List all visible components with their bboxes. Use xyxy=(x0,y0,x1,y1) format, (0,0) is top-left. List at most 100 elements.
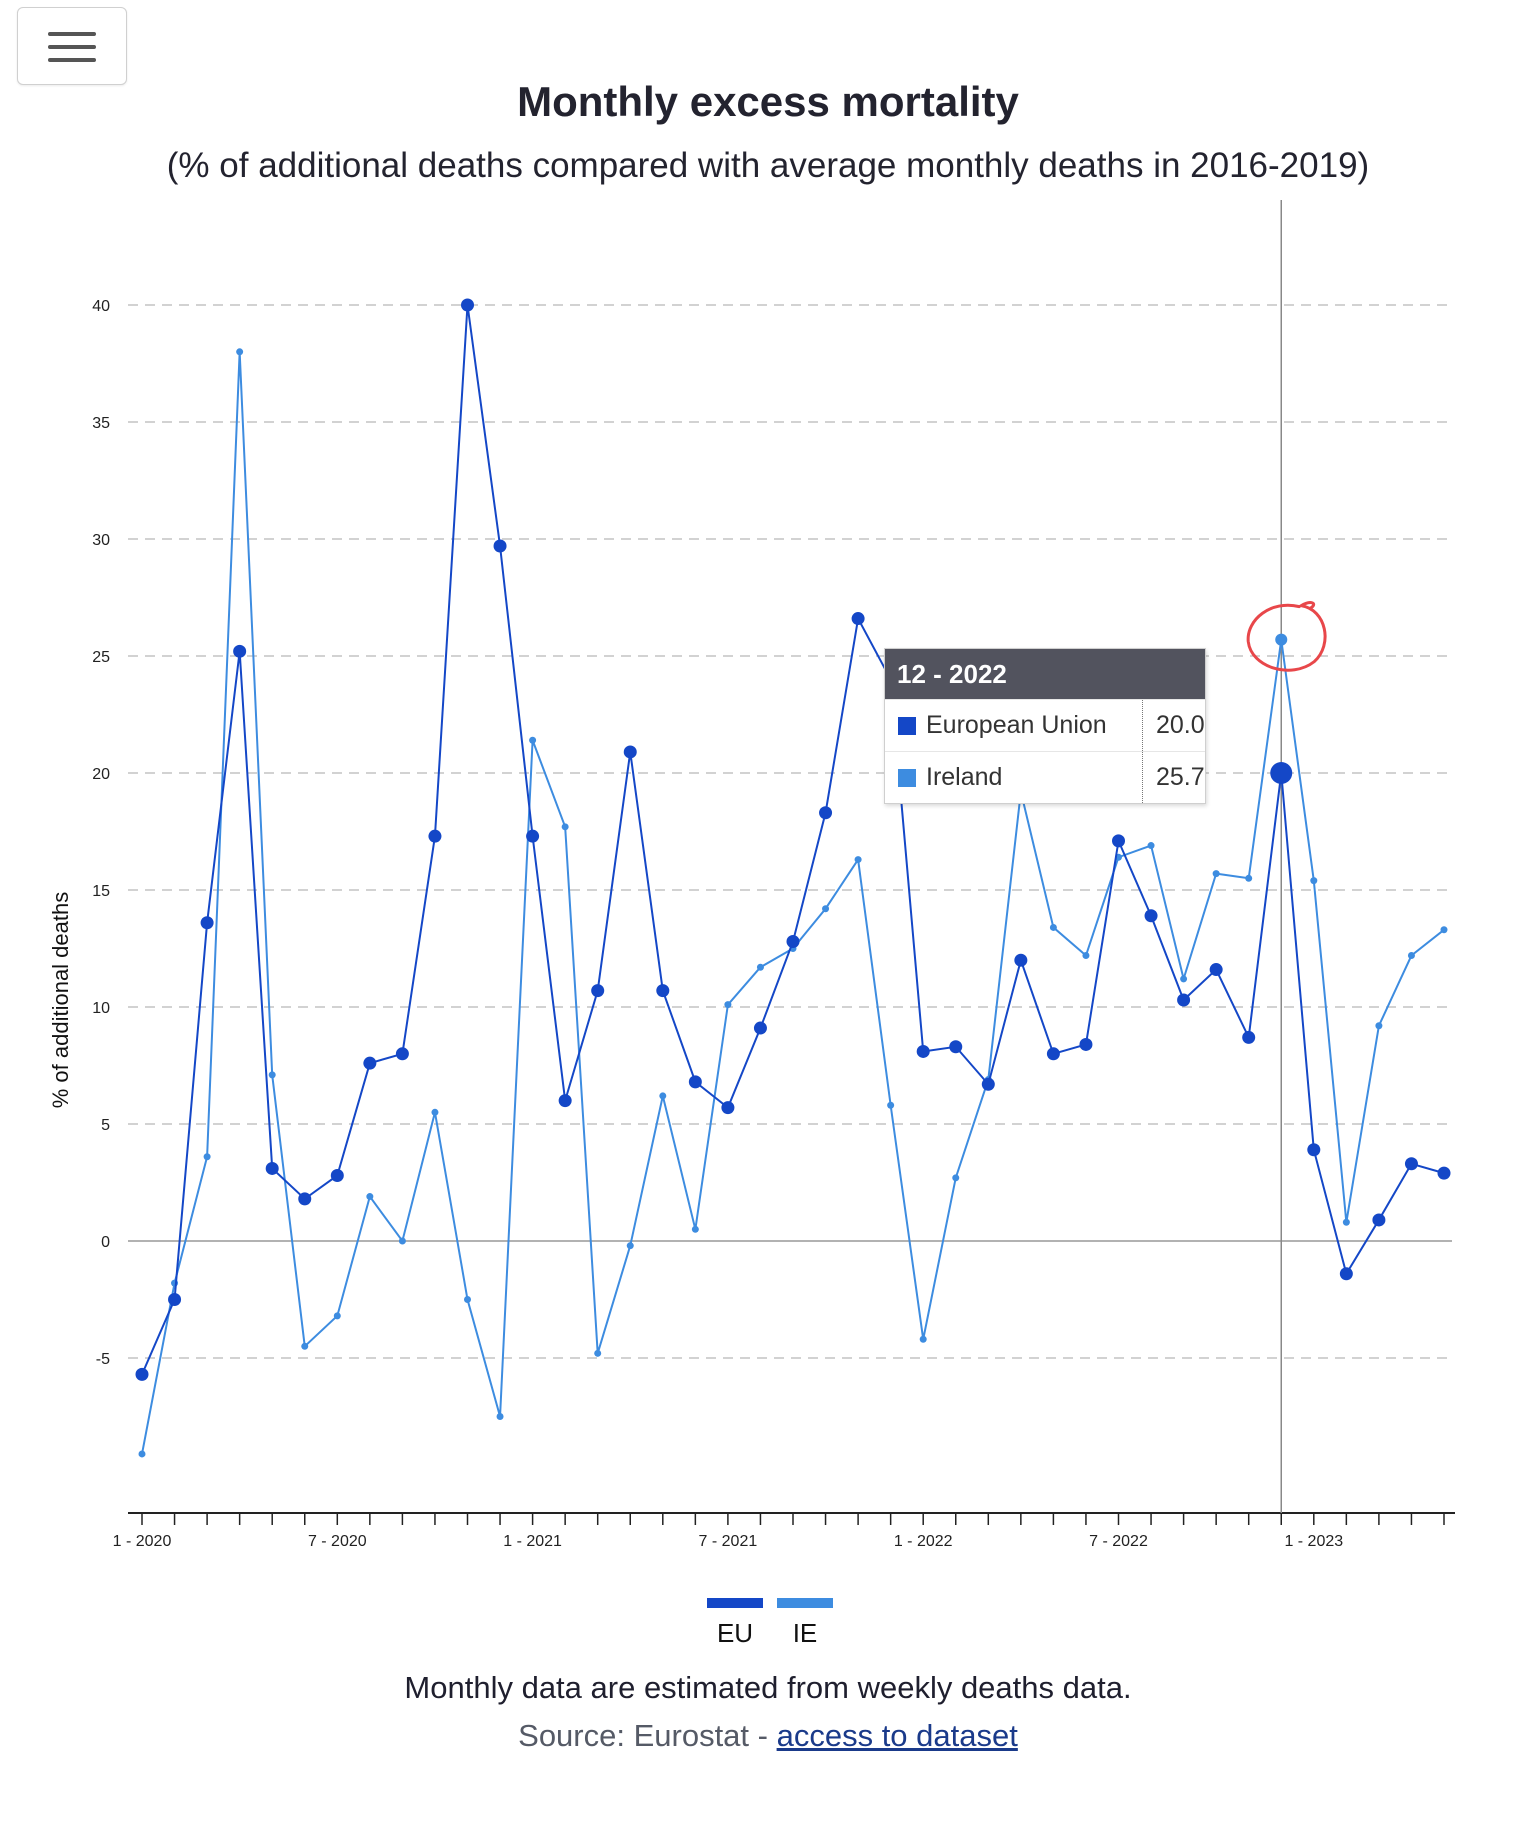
chart-grid xyxy=(128,304,1452,1359)
data-point-ie xyxy=(1180,975,1188,983)
data-point-eu xyxy=(1404,1157,1418,1171)
data-point-ie xyxy=(756,963,764,971)
data-point-eu xyxy=(1177,993,1191,1007)
legend-item-eu[interactable]: EU xyxy=(705,1598,765,1649)
y-tick-label: 30 xyxy=(92,532,110,549)
data-point-eu xyxy=(363,1056,377,1070)
data-point-eu xyxy=(461,298,474,312)
tooltip-name-eu: European Union xyxy=(926,700,1143,751)
legend-item-ie[interactable]: IE xyxy=(775,1598,835,1649)
data-point-eu xyxy=(526,829,540,843)
legend-swatch-eu xyxy=(707,1598,763,1608)
chart-title: Monthly excess mortality xyxy=(517,78,1019,125)
data-point-eu xyxy=(1209,963,1223,977)
x-tick-label: 1 - 2023 xyxy=(1284,1533,1343,1550)
x-axis: 1 - 2020 7 - 2020 1 - 2021 7 - 2021 1 - 2022… xyxy=(113,1512,1455,1550)
data-point-ie xyxy=(854,856,862,864)
data-point-ie xyxy=(561,823,569,831)
y-tick-label: 5 xyxy=(101,1117,110,1134)
x-tick-label: 1 - 2021 xyxy=(503,1533,562,1550)
y-tick-label: 35 xyxy=(92,415,110,432)
hamburger-menu-button[interactable] xyxy=(17,7,127,85)
data-point-ie xyxy=(431,1108,439,1116)
y-tick-label: 0 xyxy=(101,1234,110,1251)
data-point-eu xyxy=(1046,1047,1060,1061)
y-tick-label: 20 xyxy=(92,766,110,783)
tooltip-value-eu: 20.0 xyxy=(1156,711,1205,739)
data-point-eu xyxy=(1372,1213,1386,1227)
data-point-ie xyxy=(268,1071,276,1079)
data-point-eu xyxy=(981,1077,995,1091)
data-point-ie xyxy=(626,1242,634,1250)
y-tick-label: 15 xyxy=(92,883,110,900)
data-point-ie xyxy=(236,348,244,356)
chart-tooltip: 12 - 2022 European Union 20.0 Ireland 25… xyxy=(884,648,1206,804)
data-point-ie xyxy=(1440,926,1448,934)
data-point-ie xyxy=(203,1153,211,1161)
data-point-ie xyxy=(1147,842,1155,850)
data-point-eu xyxy=(721,1101,735,1115)
data-point-ie xyxy=(1310,877,1318,885)
data-point-ie xyxy=(1082,952,1090,960)
data-point-eu xyxy=(753,1021,767,1035)
data-point-ie xyxy=(333,1312,341,1320)
y-tick-label: 40 xyxy=(92,298,110,315)
series-line-eu xyxy=(141,304,1445,1375)
tooltip-row-eu: European Union 20.0 xyxy=(885,699,1205,751)
data-point-ie xyxy=(464,1296,471,1303)
data-point-eu xyxy=(1144,909,1158,923)
chart-subtitle: (% of additional deaths compared with av… xyxy=(166,146,1370,185)
data-point-ie xyxy=(1275,633,1288,646)
x-tick-label: 1 - 2022 xyxy=(894,1533,953,1550)
data-point-ie xyxy=(1342,1218,1350,1226)
data-point-eu xyxy=(200,916,214,930)
y-tick-label: 25 xyxy=(92,649,110,666)
hamburger-menu-icon xyxy=(48,32,96,36)
footer-source: Source: Eurostat - access to dataset xyxy=(0,1718,1536,1754)
data-point-eu xyxy=(265,1161,279,1175)
data-point-ie xyxy=(398,1237,406,1245)
data-point-ie xyxy=(822,905,830,913)
tooltip-row-ie: Ireland 25.7 xyxy=(885,751,1205,803)
y-tick-label: -5 xyxy=(96,1351,110,1368)
data-point-eu xyxy=(1014,953,1028,967)
data-point-eu xyxy=(1437,1166,1451,1180)
data-point-eu xyxy=(135,1367,149,1381)
footer-note: Monthly data are estimated from weekly d… xyxy=(404,1670,1132,1705)
data-point-eu xyxy=(168,1293,182,1306)
data-point-eu xyxy=(1307,1143,1321,1157)
hamburger-menu-icon-bar xyxy=(48,58,96,62)
tooltip-swatch-ie xyxy=(898,768,916,787)
data-point-eu xyxy=(656,984,670,998)
data-point-eu xyxy=(558,1094,572,1108)
data-point-eu xyxy=(1270,762,1293,784)
y-tick-label: 10 xyxy=(92,1000,110,1017)
data-point-ie xyxy=(659,1092,667,1100)
data-point-eu xyxy=(298,1192,312,1206)
tooltip-header: 12 - 2022 xyxy=(885,649,1205,699)
annotation-red-circle xyxy=(1246,601,1327,672)
data-point-ie xyxy=(724,1001,732,1009)
data-point-ie xyxy=(594,1349,602,1357)
data-point-eu xyxy=(623,745,637,759)
tooltip-name-ie: Ireland xyxy=(926,752,1143,803)
data-point-eu xyxy=(233,644,247,658)
access-dataset-link[interactable]: access to dataset xyxy=(776,1718,1018,1753)
data-point-ie xyxy=(1212,870,1220,878)
data-point-ie xyxy=(496,1413,504,1420)
data-point-eu xyxy=(688,1075,702,1089)
data-point-eu xyxy=(916,1044,930,1058)
data-point-ie xyxy=(529,736,537,744)
x-tick-label: 7 - 2020 xyxy=(308,1533,367,1550)
tooltip-swatch-eu xyxy=(898,716,916,735)
data-point-eu xyxy=(395,1047,409,1061)
data-point-ie xyxy=(887,1101,895,1109)
data-point-ie xyxy=(952,1174,960,1182)
legend-label-eu: EU xyxy=(716,1618,754,1648)
data-point-eu xyxy=(428,829,442,843)
data-point-eu xyxy=(786,934,800,948)
source-prefix: Source: Eurostat - xyxy=(518,1718,777,1753)
data-point-ie xyxy=(1375,1022,1383,1030)
data-point-eu xyxy=(330,1168,344,1182)
